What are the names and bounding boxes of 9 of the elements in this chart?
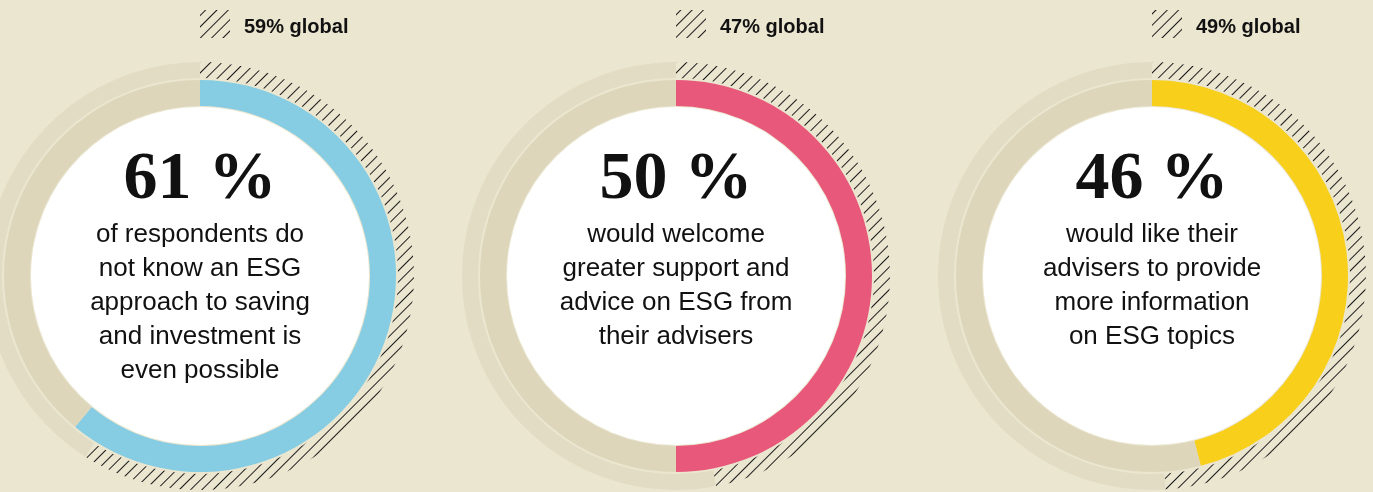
data-label: 47% global [720, 15, 825, 37]
data-label: 46 % [1075, 137, 1229, 213]
data-label: 61 % [123, 137, 277, 213]
text: of respondents do not know an ESG approach to saving and investment is even possible [90, 218, 310, 384]
data-label: 49% global [1196, 15, 1301, 37]
text: would like their advisers to provide more information on ESG topics [1042, 218, 1262, 350]
text: would welcome greater support and advice on ESG from their advisers [559, 218, 793, 350]
data-label: 50 % [599, 137, 753, 213]
data-label: 59% global [244, 15, 349, 37]
